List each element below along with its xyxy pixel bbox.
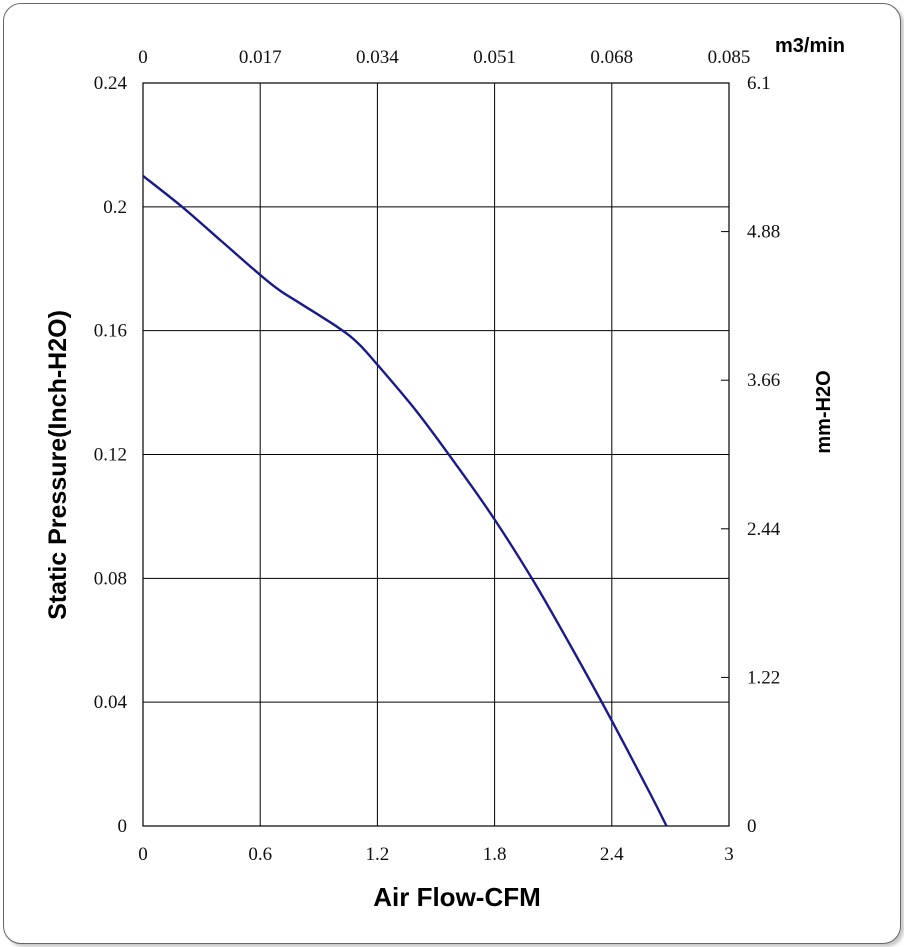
y-axis-title: Static Pressure(Inch-H2O) (44, 310, 72, 620)
right-tick-label: 2.44 (747, 519, 781, 540)
x-tick-label: 1.8 (483, 844, 507, 865)
x-tick-label: 3 (724, 844, 734, 865)
top-tick-label: 0.085 (708, 47, 751, 68)
curve-layer (142, 174, 668, 827)
right-tick-label: 4.88 (747, 222, 780, 243)
y-tick-label: 0.12 (94, 445, 127, 466)
chart-frame (3, 3, 901, 944)
y-tick-label: 0.16 (94, 321, 127, 342)
x-axis-ticks: 0 0.6 1.2 1.8 2.4 3 (138, 844, 734, 865)
x-tick-label: 2.4 (600, 844, 624, 865)
top-axis-unit-label: m3/min (775, 35, 845, 57)
right-axis-title: mm-H2O (813, 370, 835, 453)
top-axis-ticks: 0 0.017 0.034 0.051 0.068 0.085 (138, 47, 750, 68)
y-axis-ticks: 0 0.04 0.08 0.12 0.16 0.2 0.24 (94, 73, 128, 837)
top-tick-label: 0.034 (356, 47, 399, 68)
plot-border (142, 82, 730, 827)
top-tick-label: 0.017 (239, 47, 282, 68)
pq-curve (142, 174, 668, 827)
y-tick-label: 0.04 (94, 692, 128, 713)
top-tick-label: 0 (138, 47, 148, 68)
y-tick-label: 0.08 (94, 568, 127, 589)
right-tick-label: 6.1 (747, 73, 771, 94)
right-tick-label: 3.66 (747, 370, 780, 391)
x-axis-title: Air Flow-CFM (373, 882, 541, 912)
y-tick-label: 0.2 (103, 197, 127, 218)
x-tick-label: 1.2 (366, 844, 390, 865)
x-tick-label: 0 (138, 844, 148, 865)
grid (143, 83, 729, 826)
top-tick-label: 0.068 (590, 47, 633, 68)
right-tick-label: 1.22 (747, 667, 780, 688)
y-tick-label: 0.24 (94, 73, 128, 94)
top-tick-label: 0.051 (473, 47, 516, 68)
right-tick-label: 0 (747, 816, 757, 837)
y-tick-label: 0 (118, 816, 128, 837)
x-tick-label: 0.6 (248, 844, 272, 865)
right-axis-ticks: 0 1.22 2.44 3.66 4.88 6.1 (721, 73, 781, 837)
